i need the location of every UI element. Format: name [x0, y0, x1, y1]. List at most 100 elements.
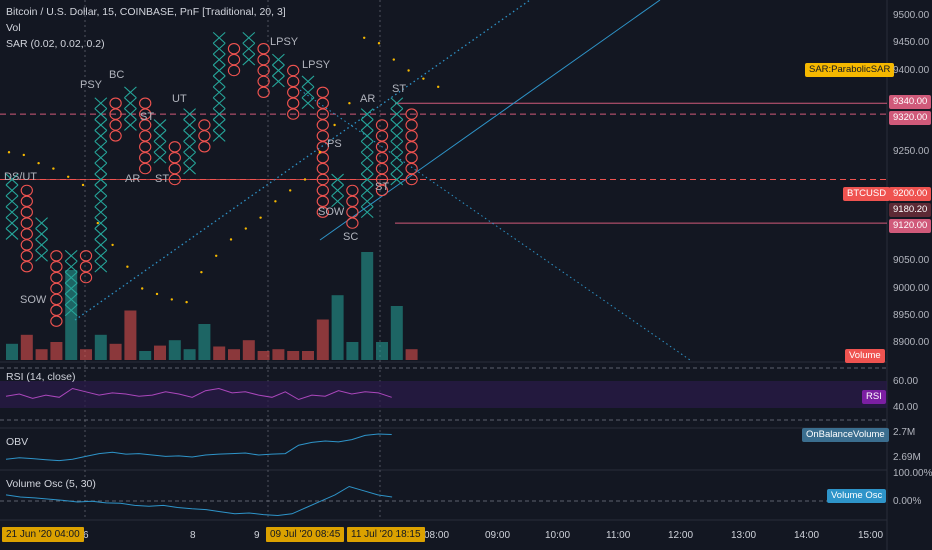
time-tag[interactable]: 21 Jun '20 04:00	[2, 527, 84, 542]
pnf-x-mark	[64, 304, 78, 317]
wyckoff-label: ST	[140, 111, 154, 123]
pnf-x-mark	[183, 130, 196, 142]
pnf-x-mark	[360, 151, 374, 164]
wyckoff-label: BC	[109, 69, 124, 81]
pnf-x-mark	[153, 119, 167, 131]
price-tag[interactable]: 9340.00	[889, 95, 932, 109]
sar-dot	[244, 227, 247, 230]
pnf-o-mark	[257, 86, 270, 99]
volume-bar	[316, 319, 329, 360]
pnf-o-mark	[375, 119, 389, 131]
pnf-x-mark	[212, 31, 226, 44]
pnf-o-mark	[405, 173, 418, 186]
price-tag[interactable]: SAR:ParabolicSAR	[805, 63, 895, 77]
sar-dot	[200, 270, 203, 274]
pnf-x-mark	[5, 217, 19, 229]
pnf-o-mark	[405, 130, 418, 142]
vosc-line	[5, 485, 393, 516]
pnf-x-mark	[153, 151, 167, 164]
pnf-o-mark	[20, 195, 33, 208]
pnf-x-mark	[390, 130, 404, 142]
indicator-tag[interactable]: RSI	[862, 390, 886, 404]
pnf-x-mark	[64, 249, 78, 262]
pnf-o-mark	[316, 162, 329, 175]
pnf-o-mark	[50, 315, 63, 327]
pane-tick-label: 0.00%	[893, 496, 922, 507]
volume-bar	[390, 306, 403, 360]
vosc-legend[interactable]: Volume Osc (5, 30)	[6, 478, 96, 490]
pnf-x-mark	[360, 184, 374, 197]
price-tag[interactable]: 9200.00	[889, 187, 932, 201]
volume-bar	[65, 270, 78, 360]
price-tag[interactable]: Volume	[845, 349, 885, 363]
sar-dot	[37, 161, 40, 165]
pnf-o-mark	[139, 97, 152, 109]
pnf-o-mark	[198, 130, 211, 142]
pnf-x-mark	[212, 119, 226, 131]
time-tag[interactable]: 11 Jul '20 18:15	[347, 527, 425, 542]
time-tag[interactable]: 09 Jul '20 08:45	[266, 527, 345, 542]
pnf-x-mark	[360, 130, 374, 142]
pnf-o-mark	[20, 228, 33, 240]
rsi-legend[interactable]: RSI (14, close)	[6, 371, 76, 383]
sar-dot	[259, 216, 262, 219]
pnf-x-mark	[183, 162, 196, 175]
obv-line	[5, 433, 392, 462]
price-tag[interactable]: 9180.20	[889, 203, 932, 217]
pnf-x-mark	[212, 108, 226, 120]
sar-legend[interactable]: SAR (0.02, 0.02, 0.2)	[6, 38, 105, 50]
pnf-x-mark	[94, 239, 108, 251]
pnf-x-mark	[390, 162, 404, 175]
time-tick-label: 9	[254, 530, 260, 541]
volume-bar	[183, 349, 196, 360]
pnf-x-mark	[64, 271, 78, 284]
volume-bar	[213, 346, 226, 360]
sar-dot	[348, 102, 351, 105]
pnf-o-mark	[109, 97, 122, 109]
pnf-o-mark	[20, 217, 33, 229]
pnf-x-mark	[360, 195, 374, 208]
pnf-o-mark	[375, 130, 389, 142]
pnf-x-mark	[183, 151, 196, 164]
pnf-o-mark	[20, 261, 33, 273]
symbol-legend[interactable]: Bitcoin / U.S. Dollar, 15, COINBASE, PnF…	[6, 6, 286, 18]
price-tag[interactable]: 9320.00	[889, 111, 932, 125]
vol-legend[interactable]: Vol	[6, 22, 21, 34]
pnf-o-mark	[346, 184, 359, 197]
pnf-x-mark	[183, 108, 196, 120]
pnf-o-mark	[375, 141, 389, 153]
price-tag[interactable]: 9120.00	[889, 219, 932, 233]
pnf-o-mark	[405, 108, 418, 120]
pnf-x-mark	[94, 97, 108, 110]
sar-dot	[392, 58, 395, 61]
indicator-tag[interactable]: Volume Osc	[827, 489, 887, 503]
time-tick-label: 15:00	[858, 530, 884, 541]
sar-dot	[229, 238, 233, 241]
pnf-x-mark	[64, 282, 78, 295]
pnf-x-mark	[390, 151, 404, 164]
pnf-o-mark	[139, 141, 152, 153]
pnf-x-mark	[272, 53, 285, 66]
time-tick-label: 8	[190, 530, 196, 541]
pnf-o-mark	[109, 130, 122, 142]
volume-bar	[405, 349, 418, 360]
pnf-x-mark	[94, 108, 108, 120]
pnf-o-mark	[287, 64, 300, 77]
pnf-o-mark	[316, 173, 329, 186]
indicator-tag[interactable]: OnBalanceVolume	[802, 428, 889, 442]
pnf-o-mark	[405, 162, 418, 175]
volume-bar	[154, 345, 166, 360]
price-tick-label: 9450.00	[893, 37, 930, 49]
pnf-o-mark	[139, 130, 152, 142]
obv-legend[interactable]: OBV	[6, 436, 29, 448]
price-tag[interactable]: BTCUSD	[843, 187, 891, 201]
pnf-o-mark	[139, 119, 152, 131]
pane-tick-label: 40.00	[893, 402, 919, 413]
wyckoff-label: ST	[155, 173, 169, 185]
volume-bar	[242, 340, 255, 360]
pnf-o-mark	[287, 75, 300, 88]
pnf-x-mark	[212, 64, 226, 77]
pnf-x-mark	[94, 173, 108, 186]
